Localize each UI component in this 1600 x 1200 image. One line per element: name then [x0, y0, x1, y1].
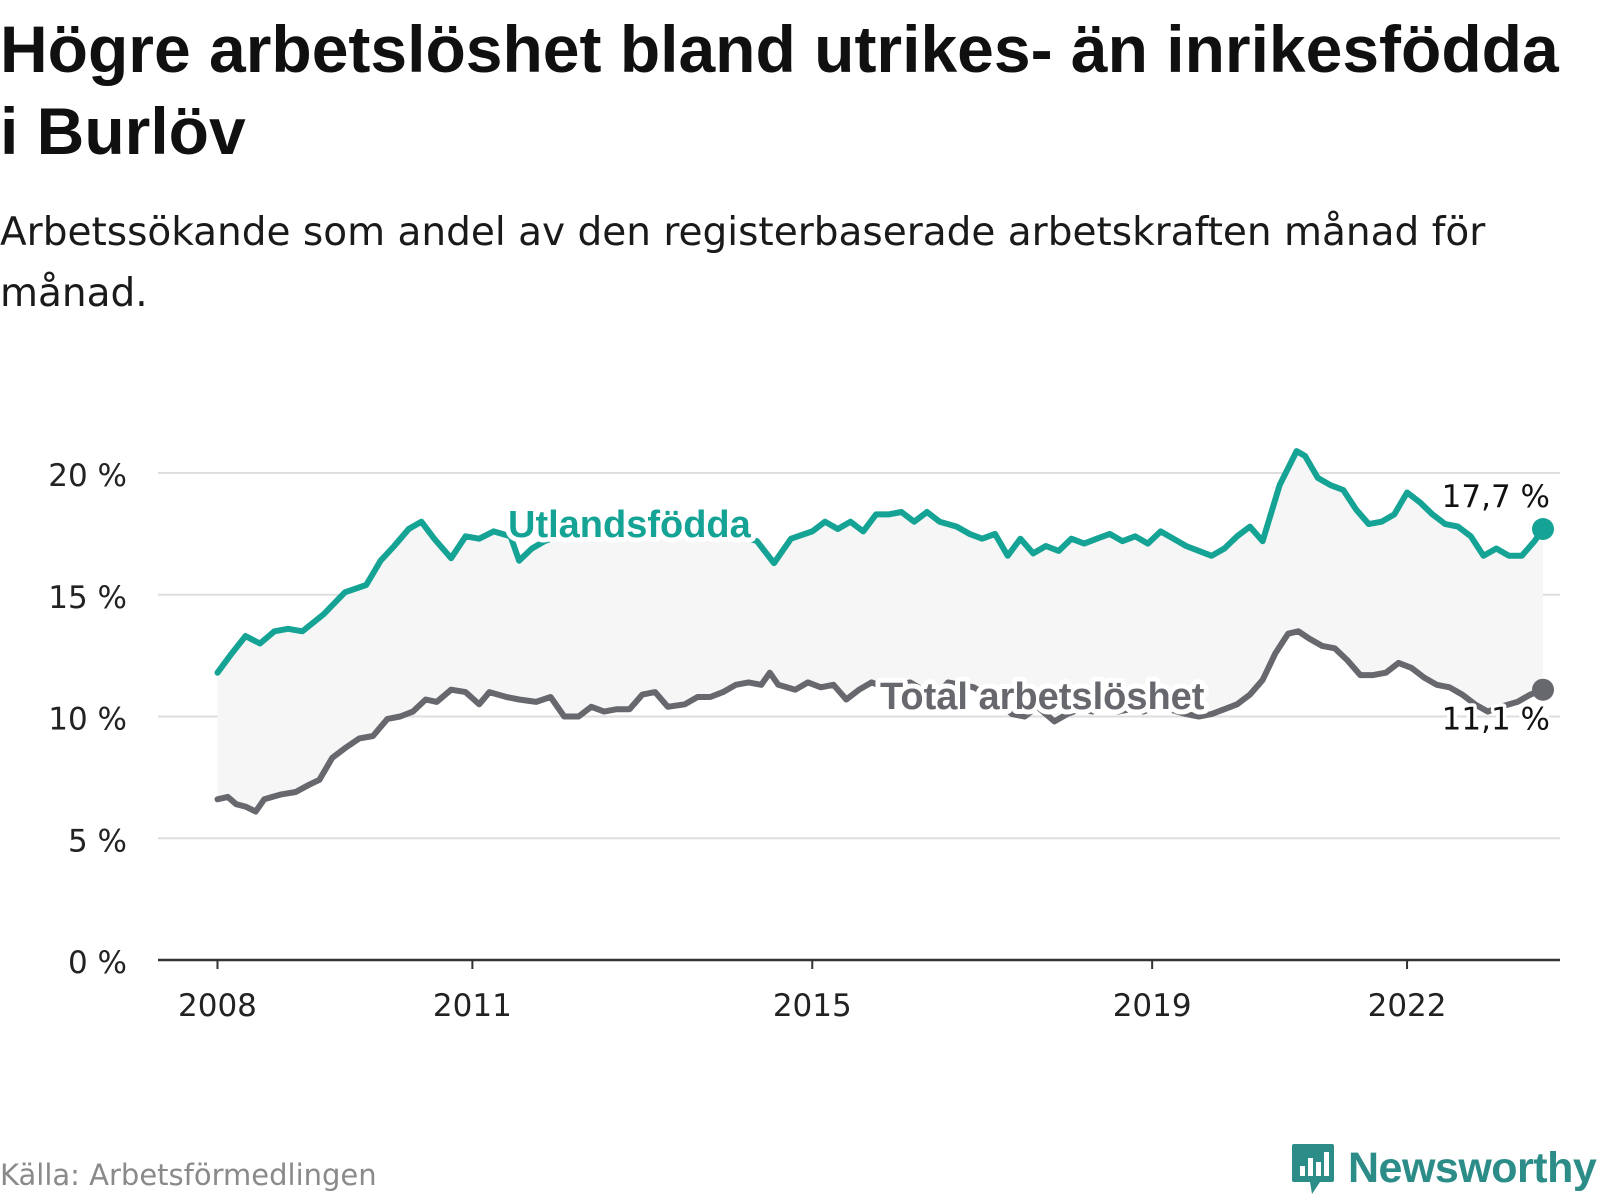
- line-chart: 0 %5 %10 %15 %20 % 2008 2011 2015 2019 2022 …: [48, 448, 1560, 1024]
- end-point-utlandsfodda: [1532, 518, 1555, 541]
- y-tick-label: 15 %: [48, 580, 127, 616]
- chart-title: Högre arbetslöshet bland utrikes- än inr…: [0, 12, 1559, 168]
- end-label-total: 11,1 %: [1442, 702, 1550, 738]
- source-note: Källa: Arbetsförmedlingen: [0, 1158, 377, 1192]
- end-label-utlandsfodda: 17,7 %: [1442, 479, 1550, 515]
- x-tick-label: 2022: [1368, 988, 1447, 1024]
- series-label-total-arbetsloshet: Total arbetslöshet: [880, 676, 1205, 718]
- x-tick-label: 2008: [178, 988, 257, 1024]
- newsworthy-logo: Newsworthy: [1290, 1140, 1597, 1196]
- y-tick-label: 5 %: [68, 823, 127, 859]
- y-axis: 0 % 5 % 10 % 15 % 20 %: [48, 458, 127, 981]
- series-line-total-arbetsloshet: [214, 628, 1546, 815]
- y-tick-label: 10 %: [48, 702, 127, 738]
- brand-name: Newsworthy: [1348, 1143, 1597, 1192]
- series-label-utlandsfodda: Utlandsfödda: [508, 504, 752, 546]
- series-labels: 17,7 % 11,1 % Utlandsfödda Total arbetslösh…: [503, 479, 1555, 741]
- chart-subtitle: Arbetssökande som andel av den registerb…: [0, 210, 1486, 316]
- series-line-utlandsfodda: [214, 448, 1546, 676]
- x-tick-label: 2015: [773, 988, 852, 1024]
- difference-band: [217, 451, 1543, 812]
- x-tick-label: 2011: [433, 988, 512, 1024]
- y-tick-label: 20 %: [48, 458, 127, 494]
- x-tick-label: 2019: [1113, 988, 1192, 1024]
- y-tick-label: 0 %: [68, 945, 127, 981]
- bar-chart-speech-bubble-icon: [1292, 1144, 1334, 1194]
- end-point-total: [1532, 678, 1555, 701]
- x-axis: 2008 2011 2015 2019 2022: [158, 958, 1560, 1024]
